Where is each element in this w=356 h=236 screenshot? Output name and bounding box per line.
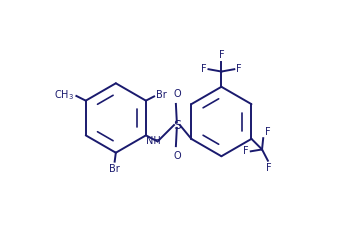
- Text: F: F: [201, 64, 206, 74]
- Text: NH: NH: [146, 136, 161, 147]
- Text: CH$_3$: CH$_3$: [54, 88, 74, 102]
- Text: F: F: [236, 64, 242, 74]
- Text: O: O: [174, 89, 182, 99]
- Text: Br: Br: [109, 164, 120, 174]
- Text: Br: Br: [156, 90, 167, 100]
- Text: F: F: [243, 146, 249, 156]
- Text: F: F: [266, 163, 271, 173]
- Text: F: F: [265, 127, 270, 137]
- Text: F: F: [219, 50, 224, 60]
- Text: S: S: [173, 118, 181, 131]
- Text: O: O: [174, 151, 182, 161]
